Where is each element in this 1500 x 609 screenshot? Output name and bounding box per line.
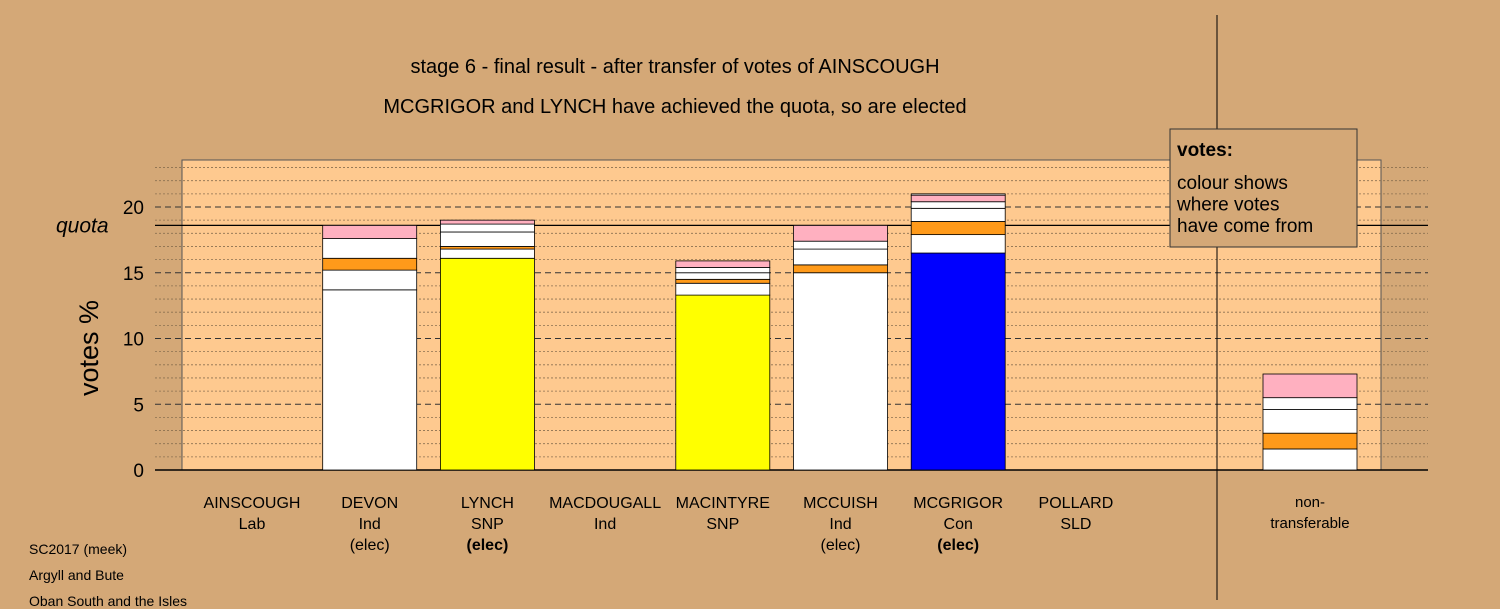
bar-nontransferable-segment-2 — [1262, 409, 1358, 434]
bar-lynch-segment-5 — [439, 219, 535, 225]
candidate-name-macintyre: MACINTYRE — [676, 495, 770, 512]
bar-devon-segment-3 — [322, 238, 418, 259]
candidate-party-ainscough: Lab — [239, 516, 266, 533]
footer-ward: Oban South and the Isles — [29, 593, 187, 609]
bar-nontransferable-segment-1 — [1262, 432, 1358, 450]
candidate-name-lynch: LYNCH — [461, 495, 514, 512]
bar-mcgrigor-segment-1 — [910, 234, 1006, 254]
nontransferable-label: non- — [1295, 494, 1325, 511]
candidate-name-pollard: POLLARD — [1039, 495, 1114, 512]
y-tick-label: 20 — [123, 198, 144, 219]
candidate-status-lynch: (elec) — [467, 537, 509, 554]
legend-line: colour shows — [1177, 173, 1288, 194]
candidate-status-mccuish: (elec) — [820, 537, 860, 554]
bar-macintyre-segment-1 — [675, 282, 771, 296]
legend-line: have come from — [1177, 216, 1313, 237]
footer-council: Argyll and Bute — [29, 567, 124, 583]
bar-nontransferable-segment-4 — [1262, 373, 1358, 399]
candidate-party-lynch: SNP — [471, 516, 504, 533]
bar-macintyre-segment-4 — [675, 267, 771, 274]
bar-macintyre-segment-3 — [675, 272, 771, 280]
bar-lynch-segment-3 — [439, 231, 535, 247]
candidate-party-devon: Ind — [359, 516, 381, 533]
bar-mcgrigor-segment-4 — [910, 201, 1006, 209]
nontransferable-label: transferable — [1270, 515, 1349, 532]
bar-mccuish-segment-4 — [793, 225, 888, 242]
bar-devon-segment-0 — [322, 289, 418, 471]
y-tick-label: 15 — [123, 264, 144, 285]
candidate-name-mccuish: MCCUISH — [803, 495, 878, 512]
candidate-name-devon: DEVON — [341, 495, 398, 512]
y-tick-label: 10 — [123, 330, 144, 351]
bar-mcgrigor-segment-0 — [910, 252, 1006, 471]
footer-election: SC2017 (meek) — [29, 541, 128, 557]
candidate-party-macdougall: Ind — [594, 516, 616, 533]
bar-lynch-segment-1 — [439, 248, 535, 259]
bar-mccuish-segment-2 — [793, 248, 888, 266]
quota-label: quota — [56, 214, 109, 237]
candidate-party-mcgrigor: Con — [944, 516, 973, 533]
bar-devon-segment-1 — [322, 269, 418, 291]
bar-mccuish-segment-0 — [793, 272, 888, 471]
bar-macintyre-segment-0 — [675, 294, 771, 471]
bar-lynch-segment-0 — [439, 257, 535, 471]
chart-title: stage 6 - final result - after transfer … — [410, 56, 939, 78]
bar-nontransferable-segment-3 — [1262, 397, 1358, 410]
bar-macintyre-segment-2 — [675, 278, 771, 284]
bar-mccuish-segment-3 — [793, 240, 888, 250]
legend-box — [1169, 128, 1358, 248]
y-tick-label: 0 — [133, 461, 144, 482]
legend-line: where votes — [1176, 195, 1279, 216]
candidate-party-pollard: SLD — [1060, 516, 1091, 533]
bar-nontransferable-segment-0 — [1262, 448, 1358, 471]
bar-devon-segment-4 — [322, 225, 418, 239]
candidate-name-mcgrigor: MCGRIGOR — [913, 495, 1003, 512]
candidate-name-ainscough: AINSCOUGH — [204, 495, 301, 512]
candidate-status-devon: (elec) — [350, 537, 390, 554]
bar-mcgrigor-segment-3 — [910, 207, 1006, 222]
candidate-name-macdougall: MACDOUGALL — [549, 495, 661, 512]
candidate-party-mccuish: Ind — [829, 516, 851, 533]
chart-subtitle: MCGRIGOR and LYNCH have achieved the quo… — [383, 96, 966, 118]
bar-devon-segment-2 — [322, 257, 418, 271]
bar-mcgrigor-segment-5 — [910, 194, 1006, 203]
bar-mcgrigor-segment-2 — [910, 221, 1006, 236]
y-axis-label: votes % — [74, 300, 104, 396]
bar-mccuish-segment-1 — [793, 264, 888, 274]
candidate-status-mcgrigor: (elec) — [937, 537, 979, 554]
bar-macintyre-segment-5 — [675, 260, 771, 268]
bar-lynch-segment-4 — [439, 223, 535, 233]
candidate-party-macintyre: SNP — [706, 516, 739, 533]
y-tick-label: 5 — [133, 395, 144, 416]
legend-title: votes: — [1177, 140, 1233, 161]
bar-mcgrigor-segment-6 — [910, 193, 1006, 196]
